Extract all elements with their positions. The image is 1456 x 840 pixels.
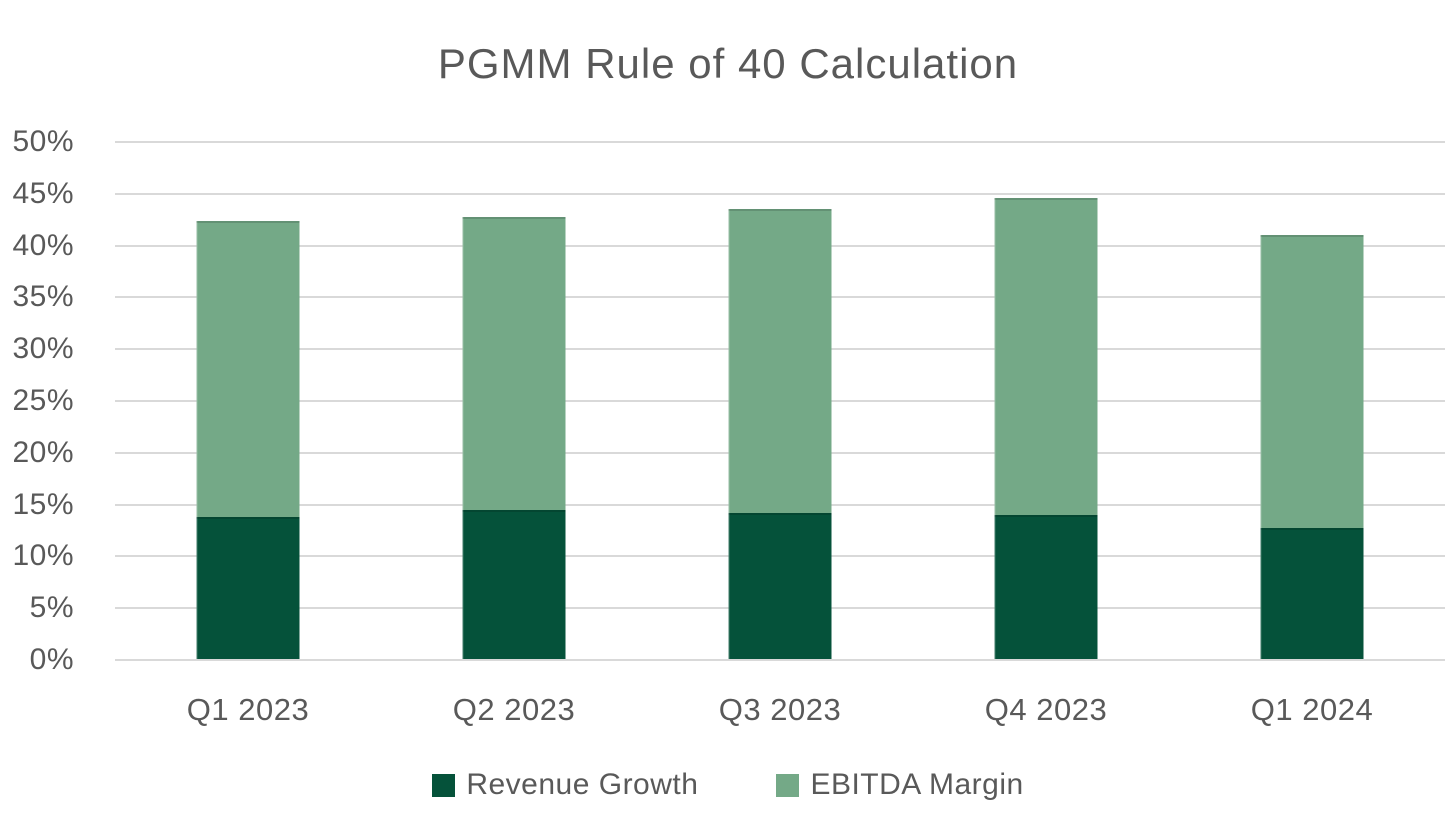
bar-stack xyxy=(994,197,1098,659)
y-axis-tick-label: 20% xyxy=(12,435,74,469)
bar-group-q1-2024 xyxy=(1179,142,1445,660)
bar-segment-ebitda-margin-q4-2023 xyxy=(994,197,1098,515)
legend-label: EBITDA Margin xyxy=(810,768,1024,801)
bar-segment-revenue-growth-q4-2023 xyxy=(994,515,1098,659)
bar-segment-revenue-growth-q1-2023 xyxy=(196,517,300,659)
plot-area: 0% 5% 10% 15% 20% 25% 30% 35% 40% 45% 50% xyxy=(12,125,1445,676)
legend-swatch-icon xyxy=(432,773,456,797)
legend-item-ebitda-margin: EBITDA Margin xyxy=(776,768,1023,802)
y-axis-tick-label: 45% xyxy=(12,176,74,210)
bar-segment-ebitda-margin-q1-2024 xyxy=(1260,235,1364,529)
legend-swatch-icon xyxy=(776,773,800,797)
legend-item-revenue-growth: Revenue Growth xyxy=(432,768,698,802)
y-axis-tick-label: 40% xyxy=(12,228,74,262)
bar-stack xyxy=(196,220,300,659)
bar-segment-ebitda-margin-q1-2023 xyxy=(196,220,300,518)
gridline-50pct xyxy=(115,141,1445,143)
y-axis-tick-label: 25% xyxy=(12,384,74,417)
gridline-0pct xyxy=(115,659,1445,661)
bar-stack xyxy=(728,209,832,659)
x-axis-label-q1-2023: Q1 2023 xyxy=(186,692,310,727)
y-axis-tick-label: 0% xyxy=(29,643,74,676)
legend-label: Revenue Growth xyxy=(466,768,699,801)
bar-group-q4-2023 xyxy=(913,142,1179,660)
bar-segment-revenue-growth-q2-2023 xyxy=(462,509,566,659)
x-axis-label-q1-2024: Q1 2024 xyxy=(1250,692,1374,727)
gridline-45pct xyxy=(115,192,1445,195)
bar-segment-revenue-growth-q1-2024 xyxy=(1260,528,1364,659)
legend: Revenue Growth EBITDA Margin xyxy=(0,768,1456,802)
x-axis-label-q4-2023: Q4 2023 xyxy=(984,692,1108,727)
bar-group-q1-2023 xyxy=(115,142,381,660)
bar-group-q2-2023 xyxy=(381,142,647,660)
x-axis-label-q2-2023: Q2 2023 xyxy=(452,692,576,727)
x-axis-label-q3-2023: Q3 2023 xyxy=(718,692,842,727)
y-axis-tick-label: 35% xyxy=(12,280,74,314)
bar-segment-ebitda-margin-q3-2023 xyxy=(728,209,832,513)
y-axis-tick-label: 10% xyxy=(12,539,74,573)
y-axis-tick-label: 5% xyxy=(29,591,74,625)
y-axis-tick-label: 50% xyxy=(12,125,74,158)
bar-group-q3-2023 xyxy=(647,142,913,660)
bar-stack xyxy=(462,216,566,659)
y-axis-tick-label: 15% xyxy=(12,487,74,521)
y-axis-tick-label: 30% xyxy=(12,332,74,366)
bar-segment-ebitda-margin-q2-2023 xyxy=(462,216,566,510)
bar-stack xyxy=(1260,235,1364,659)
chart-title: PGMM Rule of 40 Calculation xyxy=(437,40,1019,87)
bar-segment-revenue-growth-q3-2023 xyxy=(728,512,832,659)
